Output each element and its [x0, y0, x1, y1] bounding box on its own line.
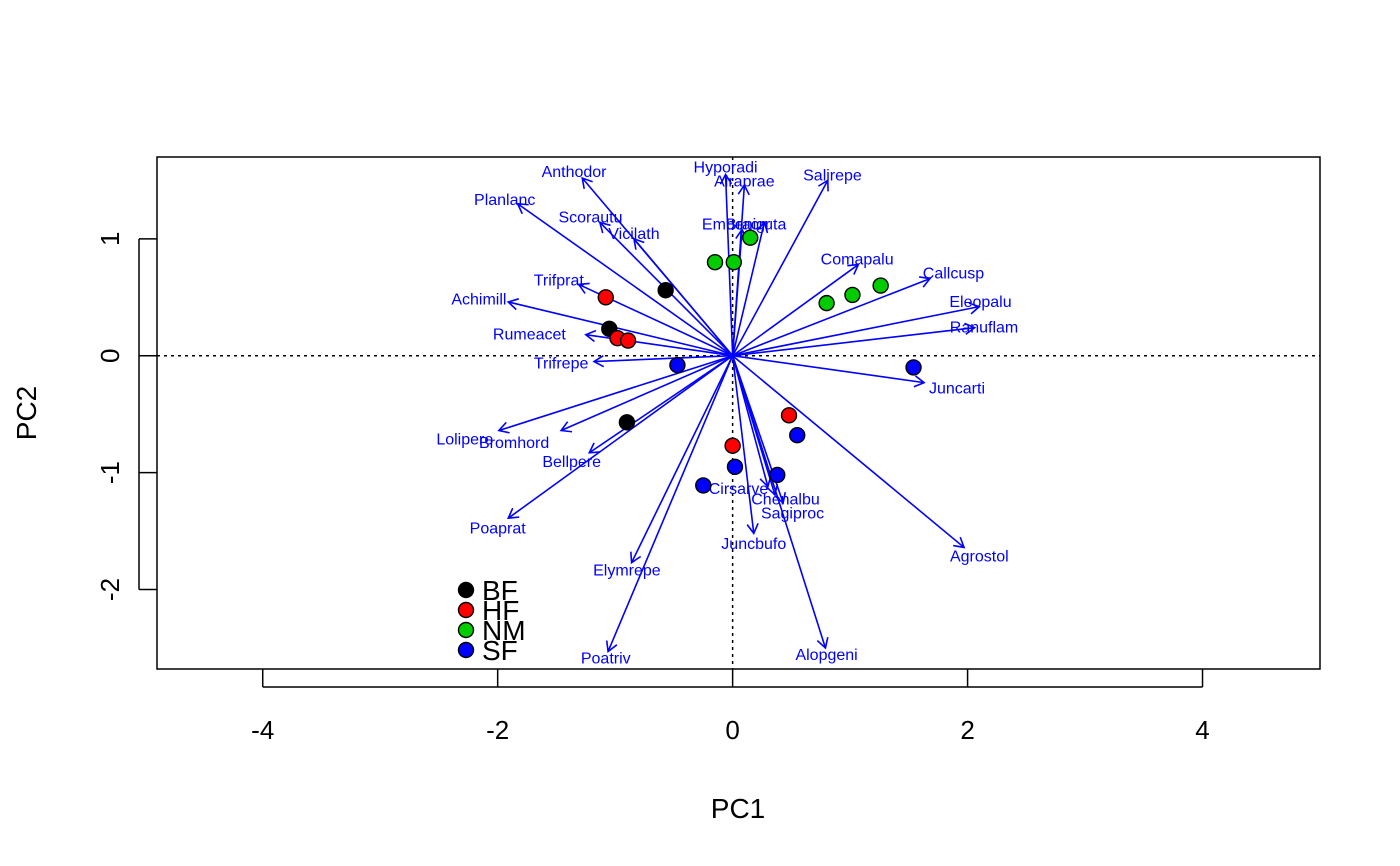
species-label-chenalbu: Chenalbu: [751, 491, 820, 508]
species-label-trifrepe: Trifrepe: [534, 356, 589, 373]
legend-label: BF: [482, 575, 518, 606]
loading-arrow-achimill: [506, 298, 733, 357]
loading-arrow-callcusp: [732, 276, 932, 357]
y-tick-label: -2: [95, 578, 125, 601]
species-label-rumeacet: Rumeacet: [493, 327, 566, 344]
site-point-sf: [789, 427, 806, 444]
legend-swatch: [457, 581, 475, 599]
species-label-poatriv: Poatriv: [581, 650, 631, 667]
species-label-poaprat: Poaprat: [470, 521, 527, 538]
x-tick-label: 0: [725, 715, 739, 745]
x-tick-label: 4: [1195, 715, 1209, 745]
loading-arrow-agrostol: [732, 355, 966, 549]
species-label-trifprat: Trifprat: [534, 273, 585, 290]
species-label-hyporadi: Hyporadi: [694, 159, 758, 176]
species-label-alopgeni: Alopgeni: [795, 647, 857, 664]
loading-arrow-elymrepe: [630, 355, 734, 565]
species-label-ranuflam: Ranuflam: [950, 319, 1018, 336]
site-point-hf: [780, 407, 798, 424]
site-point-sf: [769, 466, 786, 484]
loading-arrow-vicilath: [632, 237, 734, 357]
legend-swatch: [457, 601, 475, 619]
legend-item-nm: NM: [457, 615, 526, 646]
loading-arrow-bracruta: [731, 220, 769, 356]
loading-arrow-salirepe: [731, 178, 829, 357]
site-point-sf: [905, 359, 922, 376]
species-label-juncbufo: Juncbufo: [721, 536, 786, 553]
loading-arrow-lolipere: [497, 354, 733, 434]
species-label-agrostol: Agrostol: [950, 549, 1009, 566]
species-label-vicilath: Vicilath: [608, 226, 659, 243]
site-point-nm: [725, 254, 743, 271]
x-axis-title: PC1: [711, 793, 765, 824]
y-axis: -2 -1 0 1: [95, 232, 157, 601]
site-point-nm: [872, 277, 889, 294]
loading-arrow-comapalu: [732, 263, 860, 357]
species-label-salirepe: Salirepe: [803, 168, 862, 185]
species-label-anthodor: Anthodor: [542, 164, 608, 181]
species-label-airaprae: Airaprae: [714, 173, 775, 190]
species-label-planlanc: Planlanc: [474, 192, 535, 209]
legend-label: SF: [482, 635, 518, 666]
site-point-nm: [818, 294, 835, 312]
loading-arrow-ranuflam: [732, 322, 977, 357]
site-point-sf: [669, 356, 686, 374]
species-label-juncarti: Juncarti: [929, 380, 985, 397]
loading-arrow-poaprat: [506, 355, 734, 520]
y-tick-label: -1: [95, 461, 125, 484]
loading-arrow-juncarti: [732, 354, 926, 388]
species-label-sagiproc: Sagiproc: [761, 505, 824, 522]
loading-arrow-planlanc: [516, 202, 734, 357]
species-label-eleopalu: Eleopalu: [949, 294, 1011, 311]
species-label-empenigr: Empenigr: [702, 217, 771, 234]
loading-arrow-bromhord: [559, 354, 733, 433]
legend-swatch: [457, 641, 475, 659]
loading-arrow-juncbufo: [731, 355, 759, 535]
species-label-elymrepe: Elymrepe: [593, 563, 661, 580]
legend-item-sf: SF: [457, 635, 518, 666]
site-point-bf: [618, 414, 636, 431]
species-label-comapalu: Comapalu: [821, 252, 894, 269]
species-label-bromhord: Bromhord: [479, 435, 549, 452]
legend-item-hf: HF: [457, 595, 519, 626]
plot-box: [156, 156, 1321, 670]
legend-label: NM: [482, 615, 526, 646]
site-point-hf: [724, 437, 741, 454]
y-tick-label: 0: [95, 348, 125, 362]
legend-swatch: [457, 621, 475, 639]
loading-arrow-eleopalu: [732, 302, 981, 357]
species-label-bellpere: Bellpere: [542, 454, 601, 471]
site-point-nm: [742, 229, 759, 246]
loading-arrow-alopgeni: [731, 355, 829, 650]
x-axis: -4 -2 0 2 4: [251, 669, 1210, 745]
loading-arrow-poatriv: [605, 355, 734, 653]
site-point-sf: [695, 477, 712, 494]
loading-arrow-trifrepe: [592, 354, 733, 368]
site-point-nm: [706, 254, 724, 271]
y-tick-label: 1: [95, 232, 125, 246]
x-tick-label: 2: [960, 715, 974, 745]
species-label-achimill: Achimill: [451, 291, 506, 308]
x-tick-label: -2: [486, 715, 509, 745]
x-tick-label: -4: [251, 715, 274, 745]
site-point-sf: [726, 458, 744, 475]
species-label-scorautu: Scorautu: [558, 210, 622, 227]
site-point-hf: [597, 289, 614, 306]
site-point-nm: [844, 286, 861, 304]
legend-label: HF: [482, 595, 519, 626]
site-point-bf: [657, 282, 674, 299]
species-label-lolipere: Lolipere: [436, 432, 493, 449]
loading-arrow-bellpere: [587, 355, 734, 454]
site-points: [597, 229, 922, 494]
species-label-bracruta: Bracruta: [726, 217, 787, 234]
species-label-cirsarve: Cirsarve: [709, 481, 769, 498]
species-label-callcusp: Callcusp: [923, 266, 984, 283]
y-axis-title: PC2: [11, 386, 42, 440]
legend-item-bf: BF: [457, 575, 518, 606]
site-point-hf: [619, 332, 637, 349]
